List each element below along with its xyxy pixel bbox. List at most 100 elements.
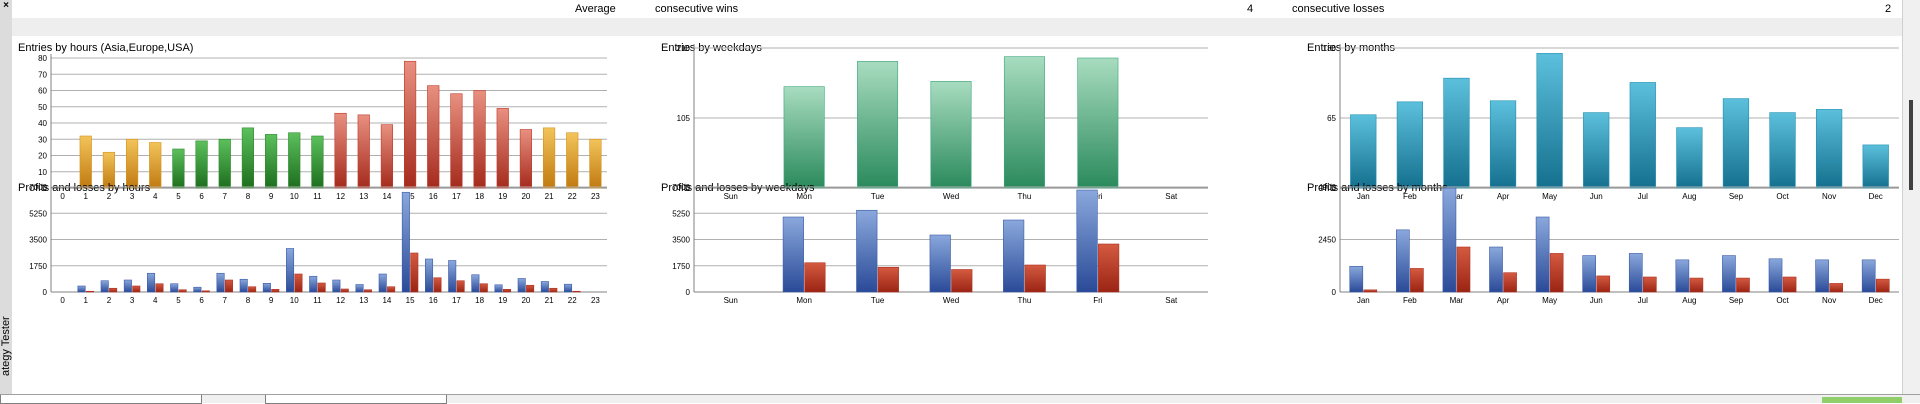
loss-bar [1829, 283, 1843, 293]
loss-bar [804, 262, 826, 293]
x-tick-label: Mar [1450, 192, 1464, 201]
x-tick-label: Jun [1590, 192, 1603, 201]
profit-bar [378, 273, 387, 293]
separator-band [12, 18, 1902, 36]
x-tick-label: 9 [269, 296, 274, 305]
profit-bar [1396, 229, 1410, 293]
profit-bar [471, 274, 480, 293]
x-tick-label: 2 [107, 192, 112, 201]
loss-bar [109, 287, 118, 293]
y-tick-label: 130 [1323, 44, 1337, 53]
x-tick-label: 22 [568, 192, 577, 201]
x-tick-label: 14 [382, 296, 391, 305]
bar [311, 135, 324, 189]
bar [542, 127, 556, 189]
chart-entries-hours: Entries by hours (Asia,Europe,USA)010203… [18, 42, 607, 201]
y-tick-label: 3500 [29, 236, 47, 245]
y-tick-label: 105 [677, 114, 691, 123]
loss-bar [132, 285, 141, 293]
bar [241, 127, 255, 189]
x-tick-label: 2 [107, 296, 112, 305]
x-tick-label: May [1542, 296, 1557, 305]
profit-bar [448, 260, 457, 293]
profit-bar [425, 258, 434, 293]
charts-area: Entries by hours (Asia,Europe,USA) 0 10 20 3… [12, 36, 1902, 394]
x-tick-label: 21 [545, 192, 554, 201]
x-tick-label: Feb [1403, 296, 1417, 305]
x-tick-label: 7 [223, 296, 228, 305]
loss-bar [387, 286, 396, 293]
x-tick-label: Feb [1403, 192, 1417, 201]
x-tick-label: Sat [1165, 192, 1178, 201]
summary-row: Average consecutive wins 4 consecutive l… [12, 0, 1902, 18]
profit-bar [540, 281, 549, 293]
x-tick-label: 1 [84, 192, 89, 201]
loss-bar [1024, 264, 1046, 293]
x-tick-label: 12 [336, 296, 345, 305]
x-tick-label: Jun [1590, 296, 1603, 305]
chart-title: Entries by hours (Asia,Europe,USA) [18, 42, 193, 54]
x-tick-label: Nov [1822, 192, 1836, 201]
loss-bar [85, 290, 94, 293]
y-tick-label: 5250 [29, 209, 47, 218]
profit-bar [856, 209, 878, 293]
y-tick-label: 3500 [672, 236, 690, 245]
scrollbar-thumb[interactable] [1909, 100, 1913, 190]
side-panel-label[interactable]: ategy Tester [0, 316, 12, 376]
x-tick-label: Aug [1682, 192, 1696, 201]
x-tick-label: 23 [591, 192, 600, 201]
x-tick-label: Sep [1729, 296, 1744, 305]
profit-bar [1535, 216, 1550, 293]
bar [380, 124, 394, 189]
vertical-scrollbar[interactable] [1902, 0, 1920, 394]
profit-bar [782, 216, 804, 293]
x-tick-label: Sat [1165, 296, 1178, 305]
profit-bar [147, 272, 156, 293]
profit-bar [1489, 246, 1503, 293]
profit-bar [1442, 187, 1457, 293]
x-tick-label: 21 [545, 296, 554, 305]
y-tick-label: 40 [38, 119, 47, 128]
consecutive-wins-value: 4 [1247, 3, 1254, 15]
x-tick-label: Fri [1093, 192, 1103, 201]
bar [783, 86, 825, 189]
profit-bar [1582, 255, 1597, 293]
loss-bar [248, 286, 257, 293]
profit-bar [193, 286, 202, 293]
loss-bar [1782, 276, 1797, 293]
x-tick-label: Mon [796, 296, 812, 305]
x-tick-label: Apr [1497, 296, 1510, 305]
loss-bar [572, 290, 581, 293]
loss-bar [410, 252, 419, 293]
profit-bar [1076, 189, 1098, 293]
bar [1350, 114, 1377, 189]
x-tick-label: 8 [246, 192, 251, 201]
loss-bar [271, 289, 280, 293]
bar [1077, 57, 1119, 189]
tab-1[interactable] [0, 395, 202, 404]
y-tick-label: 60 [38, 87, 47, 96]
x-tick-label: 6 [199, 192, 204, 201]
profit-bar [239, 278, 248, 293]
consecutive-losses-value: 2 [1885, 3, 1892, 15]
x-tick-label: 11 [313, 192, 322, 201]
loss-bar [549, 287, 558, 293]
profit-bar [1722, 255, 1736, 293]
x-tick-label: 3 [130, 296, 135, 305]
tab-2[interactable] [265, 395, 447, 404]
x-tick-label: 10 [290, 296, 299, 305]
y-tick-label: 0 [686, 184, 691, 193]
profit-bar [286, 248, 295, 293]
x-tick-label: 16 [429, 296, 438, 305]
x-tick-label: 4 [153, 192, 158, 201]
bar [473, 90, 486, 189]
loss-bar [1410, 268, 1424, 293]
close-icon[interactable]: × [3, 0, 9, 11]
loss-bar [1642, 276, 1657, 293]
x-tick-label: 13 [359, 192, 368, 201]
x-tick-label: 7 [223, 192, 228, 201]
profit-bar [77, 285, 86, 293]
y-tick-label: 30 [38, 135, 47, 144]
x-tick-label: May [1542, 192, 1557, 201]
